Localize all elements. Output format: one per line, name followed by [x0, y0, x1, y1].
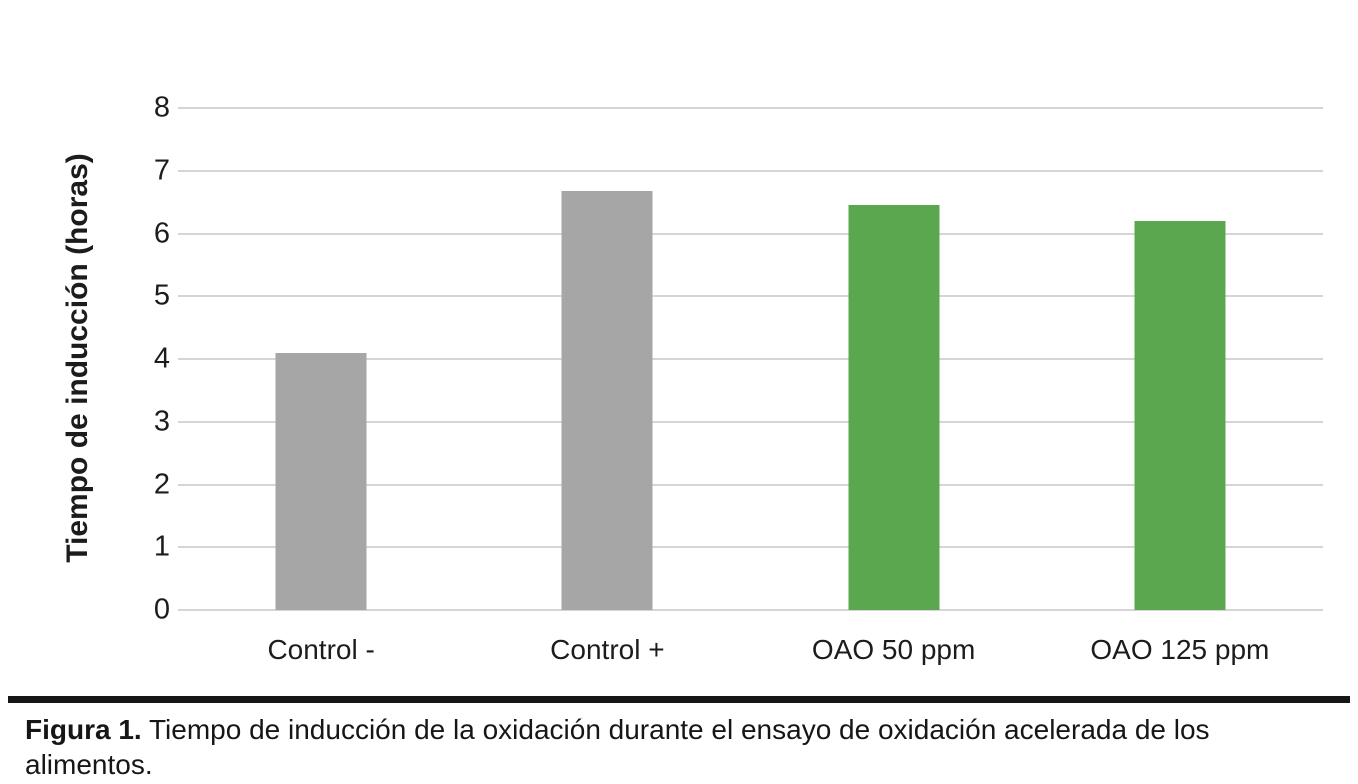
x-category-label-3: OAO 50 ppm — [811, 634, 976, 665]
x-category-label-4: OAO 125 ppm — [1090, 634, 1270, 665]
y-tick-label-4: 4 — [153, 342, 170, 375]
gridline-y-5 — [178, 295, 1323, 298]
gridline-y-3 — [178, 420, 1323, 423]
x-category-label-2: Control + — [550, 634, 665, 665]
y-tick-label-7: 7 — [153, 154, 170, 187]
gridline-y-4 — [178, 358, 1323, 360]
y-tick-label-0: 0 — [153, 593, 170, 626]
gridline-y-2 — [178, 483, 1323, 486]
bar-control — [561, 191, 653, 610]
y-tick-label-5: 5 — [153, 279, 170, 312]
figure-caption: Figura 1. Tiempo de inducción de la oxid… — [25, 712, 1340, 782]
gridline-y-6 — [178, 232, 1323, 235]
y-tick-label-6: 6 — [153, 217, 170, 249]
y-tick-label-2: 2 — [153, 468, 170, 500]
gridline-y-7 — [178, 169, 1323, 172]
gridline-y-8 — [178, 107, 1323, 109]
y-axis-tick-labels: 0 1 2 3 4 5 6 7 8 — [118, 93, 170, 624]
bar-oao-50-ppm — [848, 205, 940, 610]
caption-divider — [8, 696, 1350, 703]
y-tick-label-8: 8 — [153, 91, 170, 124]
gridline-y-0 — [178, 609, 1323, 611]
figure-caption-label: Figura 1. — [25, 714, 142, 745]
plot-area — [178, 107, 1323, 611]
y-tick-label-1: 1 — [153, 530, 170, 563]
x-category-label-1: Control - — [267, 634, 375, 665]
figure-caption-text: Tiempo de inducción de la oxidación dura… — [25, 714, 1210, 780]
gridline-y-1 — [178, 546, 1323, 549]
x-axis-category-labels: Control - Control + OAO 50 ppm OAO 125 ppm — [178, 636, 1323, 676]
y-axis-title: Tiempo de inducción (horas) — [61, 153, 94, 563]
bar-control — [275, 352, 367, 610]
bar-oao-125-ppm — [1134, 220, 1226, 610]
y-tick-label-3: 3 — [153, 405, 170, 438]
